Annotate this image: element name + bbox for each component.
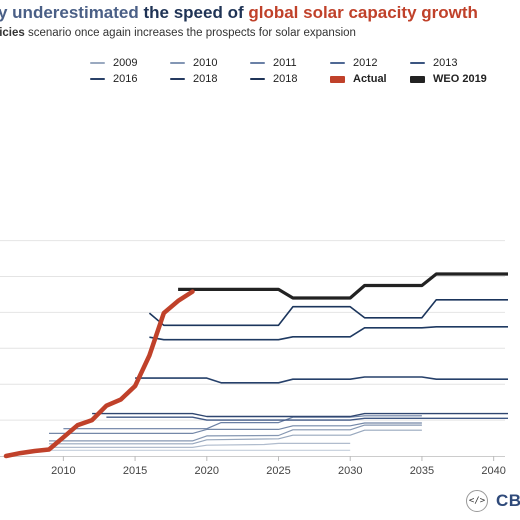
legend-item: 2013: [410, 56, 457, 70]
x-tick-label: 2030: [338, 465, 362, 477]
legend-label: 2018: [193, 73, 218, 85]
chart-title: y underestimated the speed of global sol…: [0, 2, 478, 24]
subtitle-rest: scenario once again increases the prospe…: [24, 27, 356, 39]
x-tick-label: 2040: [481, 465, 505, 477]
legend-swatch: [90, 62, 105, 64]
legend-label: WEO 2019: [433, 73, 487, 85]
x-tick-label: 2010: [51, 465, 75, 477]
series-line-2012: [49, 424, 422, 442]
subtitle-bold: licies: [0, 27, 25, 39]
chart-legend: 082009201020112012201315201620182018Actu…: [0, 56, 520, 86]
legend-label: 2018: [273, 73, 298, 85]
series-line-2013: [49, 422, 422, 434]
legend-swatch: [330, 62, 345, 64]
legend-label: Actual: [353, 73, 387, 85]
legend-swatch: [330, 75, 345, 83]
footer-logos: </> CB: [466, 488, 520, 514]
x-tick-label: 2025: [266, 465, 290, 477]
series-line-2018b: [148, 298, 508, 327]
carbon-brief-logo: CB: [496, 491, 520, 510]
title-part-2: the speed of: [138, 3, 249, 22]
series-line-2017: [135, 376, 508, 384]
title-part-3: global solar capacity growth: [248, 3, 478, 22]
series-line-weo-2019: [178, 272, 508, 300]
x-tick-label: 2015: [123, 465, 147, 477]
legend-label: 2009: [113, 57, 138, 69]
legend-swatch: [170, 78, 185, 80]
legend-label: 2010: [193, 57, 218, 69]
legend-label: 2011: [273, 57, 297, 69]
legend-item: 2012: [330, 56, 377, 70]
embed-code-icon[interactable]: </>: [466, 490, 488, 512]
legend-swatch: [410, 75, 425, 83]
legend-item: 2009: [90, 56, 137, 70]
legend-item: 2011: [250, 56, 297, 70]
series-line-2011: [49, 429, 422, 445]
legend-label: 2016: [113, 73, 138, 85]
title-part-1: y underestimated: [0, 3, 139, 22]
legend-swatch: [250, 78, 265, 80]
legend-swatch: [170, 62, 185, 64]
legend-swatch: [90, 78, 105, 80]
chart-subtitle: licies scenario once again increases the…: [0, 26, 356, 40]
series-line-2010: [49, 442, 351, 448]
legend-item: 2016: [90, 72, 137, 86]
legend-swatch: [250, 62, 265, 64]
legend-item: 2018: [170, 72, 217, 86]
x-tick-label: 2020: [195, 465, 219, 477]
series-line-actual: [3, 289, 195, 459]
legend-swatch: [410, 62, 425, 64]
legend-label: 2012: [353, 57, 378, 69]
legend-item: 2010: [170, 56, 217, 70]
legend-item: Actual: [330, 72, 387, 86]
x-tick-label: 2035: [410, 465, 434, 477]
series-line-2018a: [149, 325, 508, 341]
series-line-2015: [106, 416, 508, 421]
legend-label: 2013: [433, 57, 458, 69]
legend-item: 2018: [250, 72, 297, 86]
series-line-2016: [92, 412, 508, 418]
legend-item: WEO 2019: [410, 72, 487, 86]
